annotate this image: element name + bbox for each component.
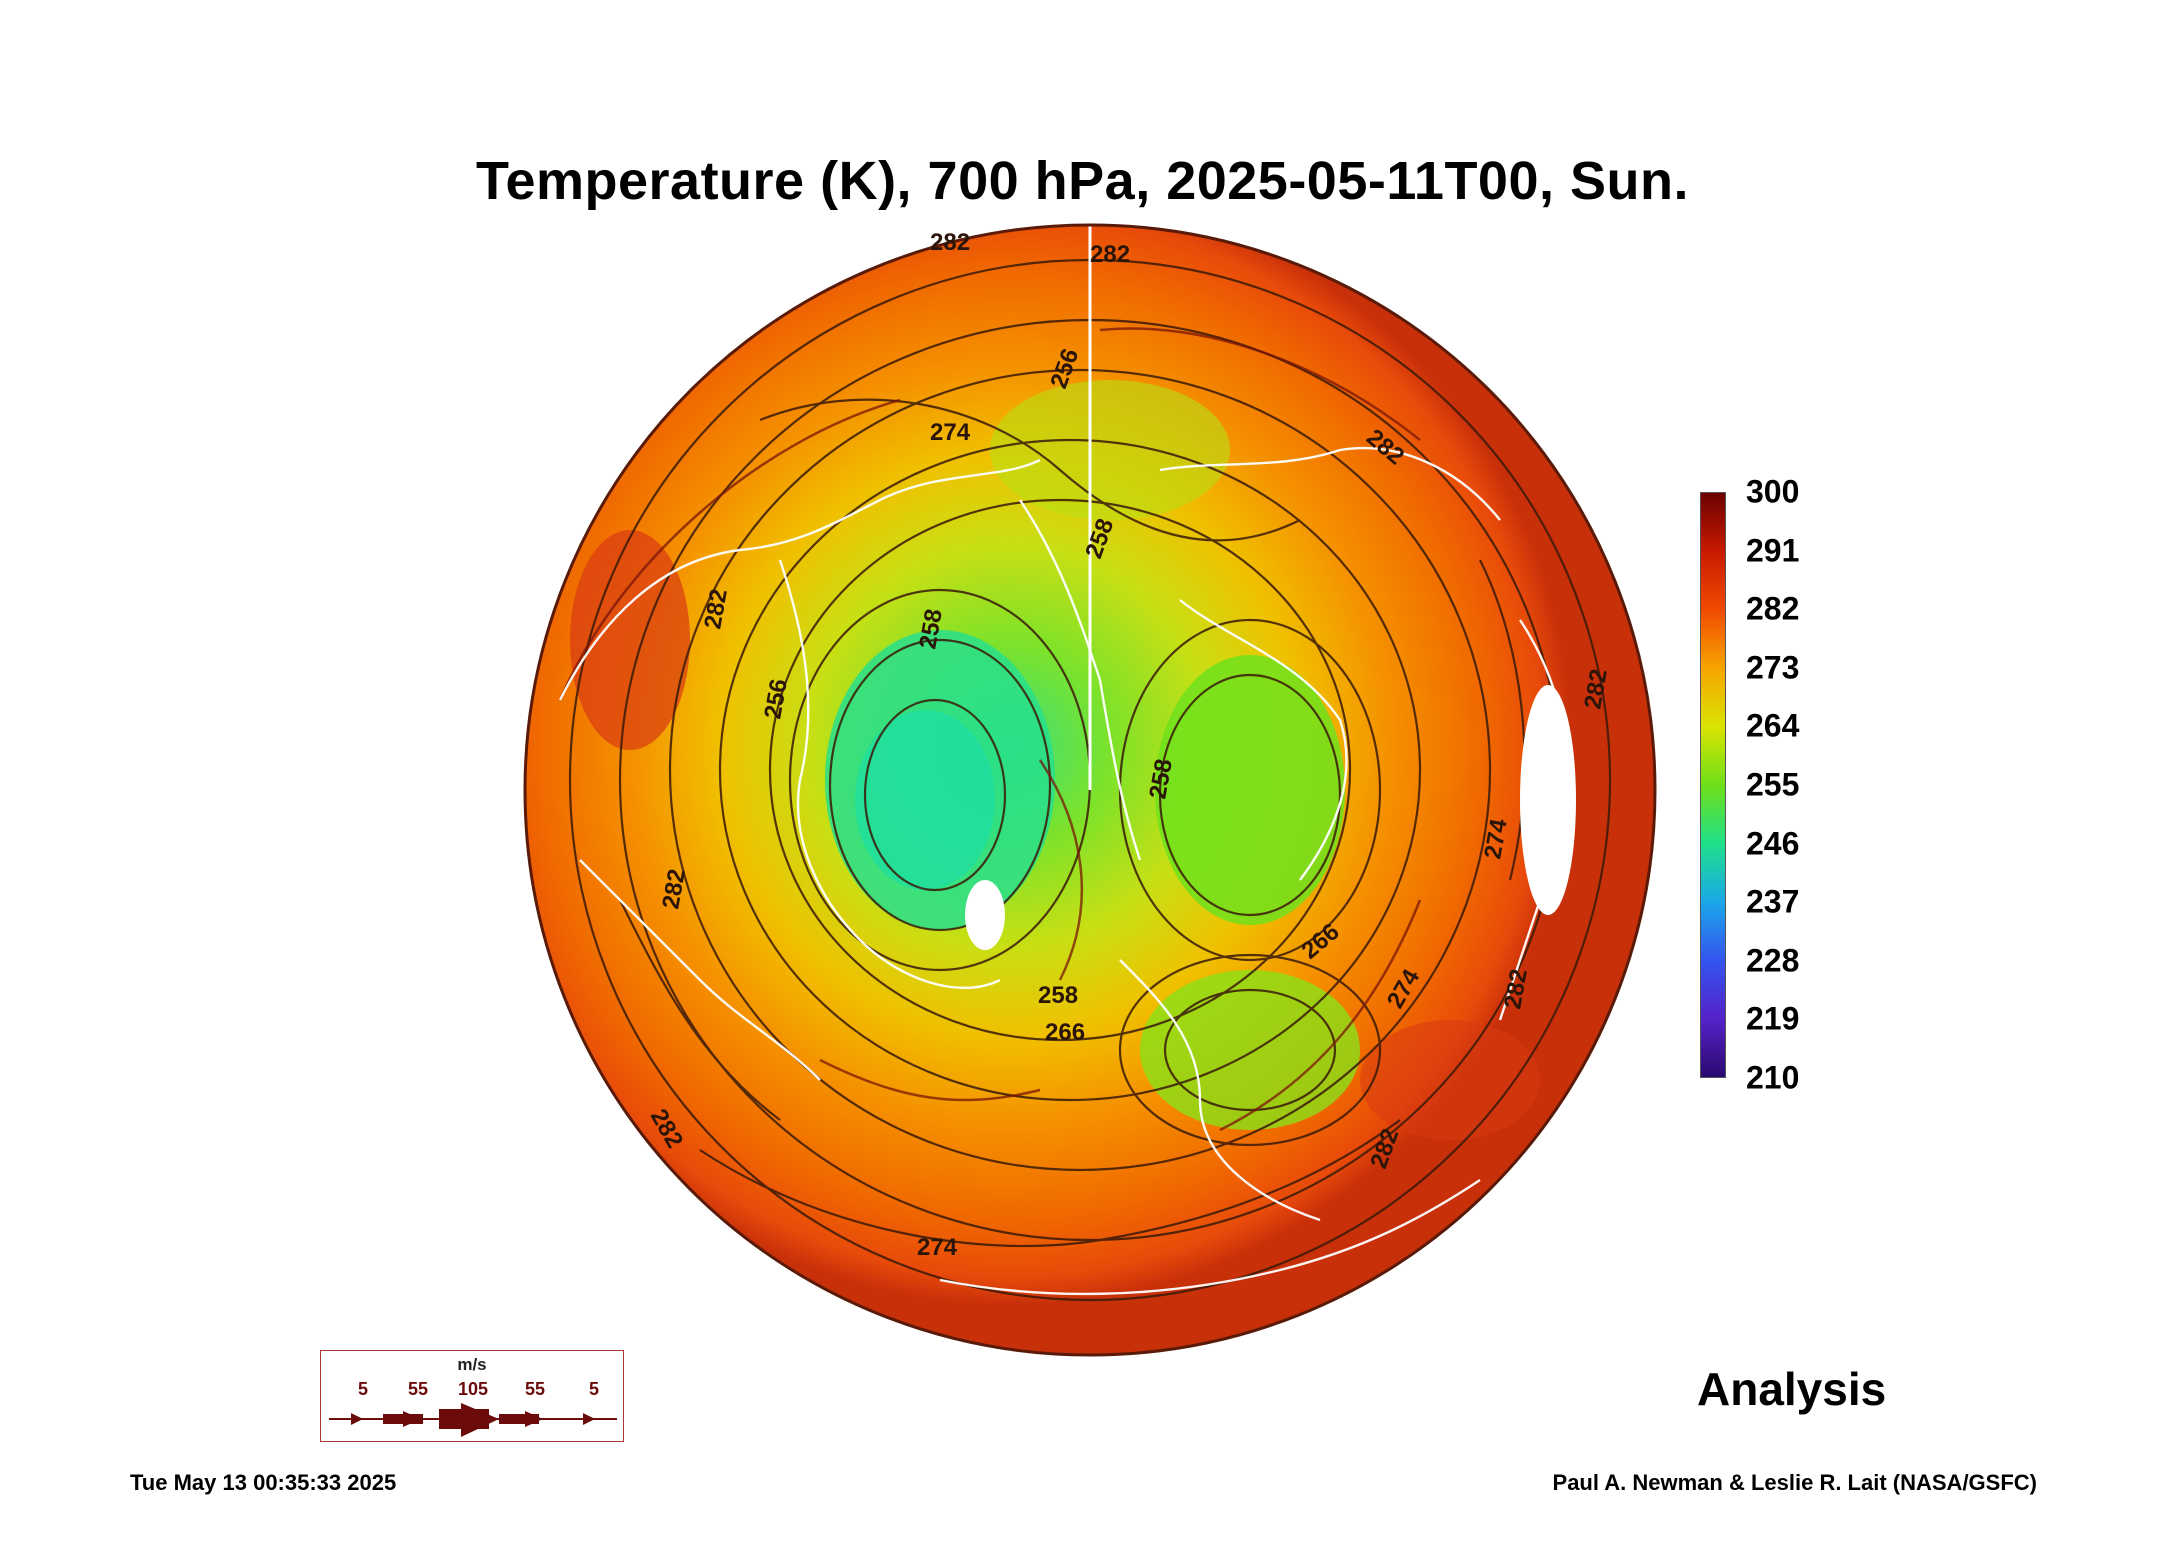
- contour-label: 274: [917, 1234, 958, 1261]
- cold-pool-north: [990, 380, 1230, 520]
- wind-legend-value: 5: [588, 1379, 600, 1399]
- globe-outline: [523, 223, 1657, 1357]
- contour-label: 274: [930, 419, 971, 446]
- wind-speed-legend: m/s 5 55 105 55 5: [320, 1350, 624, 1442]
- contour-label: 282: [930, 229, 970, 256]
- colorbar-label: 255: [1746, 766, 1800, 803]
- warm-patch-west: [570, 530, 690, 750]
- warm-patch-southeast: [1360, 1020, 1540, 1140]
- wind-legend-value: 55: [407, 1379, 429, 1399]
- map-title: Temperature (K), 700 hPa, 2025-05-11T00,…: [475, 151, 1689, 211]
- wind-legend-value: 5: [357, 1379, 369, 1399]
- analysis-label: Analysis: [1697, 1363, 1887, 1415]
- white-patch-center: [965, 880, 1005, 950]
- colorbar-label: 273: [1746, 649, 1800, 686]
- contour-label-group: 282 282 256 274 258 258 282 256 258 282 …: [645, 229, 1613, 1261]
- coastlines: [558, 446, 1570, 1296]
- white-patch-east: [1520, 685, 1576, 915]
- wind-streamlines: [558, 327, 1422, 1132]
- wind-legend-value: 55: [524, 1379, 546, 1399]
- colorbar-label: 300: [1746, 473, 1800, 510]
- wind-legend-unit: m/s: [457, 1355, 487, 1374]
- wind-legend-arrow: [329, 1403, 617, 1437]
- credit: Paul A. Newman & Leslie R. Lait (NASA/GS…: [1552, 1470, 2037, 1495]
- cold-pool-west-core: [855, 710, 995, 890]
- colorbar-label: 291: [1746, 532, 1800, 569]
- timestamp: Tue May 13 00:35:33 2025: [130, 1470, 397, 1495]
- colorbar-label: 210: [1746, 1059, 1800, 1096]
- contour-label: 258: [1038, 982, 1078, 1009]
- colorbar-label: 246: [1746, 825, 1800, 862]
- colorbar-label: 228: [1746, 942, 1800, 979]
- colorbar-label: 219: [1746, 1000, 1800, 1037]
- wind-legend-value: 105: [457, 1379, 489, 1399]
- colorbar: [1700, 492, 1726, 1078]
- cold-pool-east: [1155, 655, 1345, 925]
- contour-label: 266: [1045, 1019, 1085, 1046]
- colorbar-label: 282: [1746, 590, 1800, 627]
- colorbar-label: 264: [1746, 707, 1800, 744]
- colorbar-label: 237: [1746, 883, 1800, 920]
- contour-label: 282: [1090, 241, 1130, 268]
